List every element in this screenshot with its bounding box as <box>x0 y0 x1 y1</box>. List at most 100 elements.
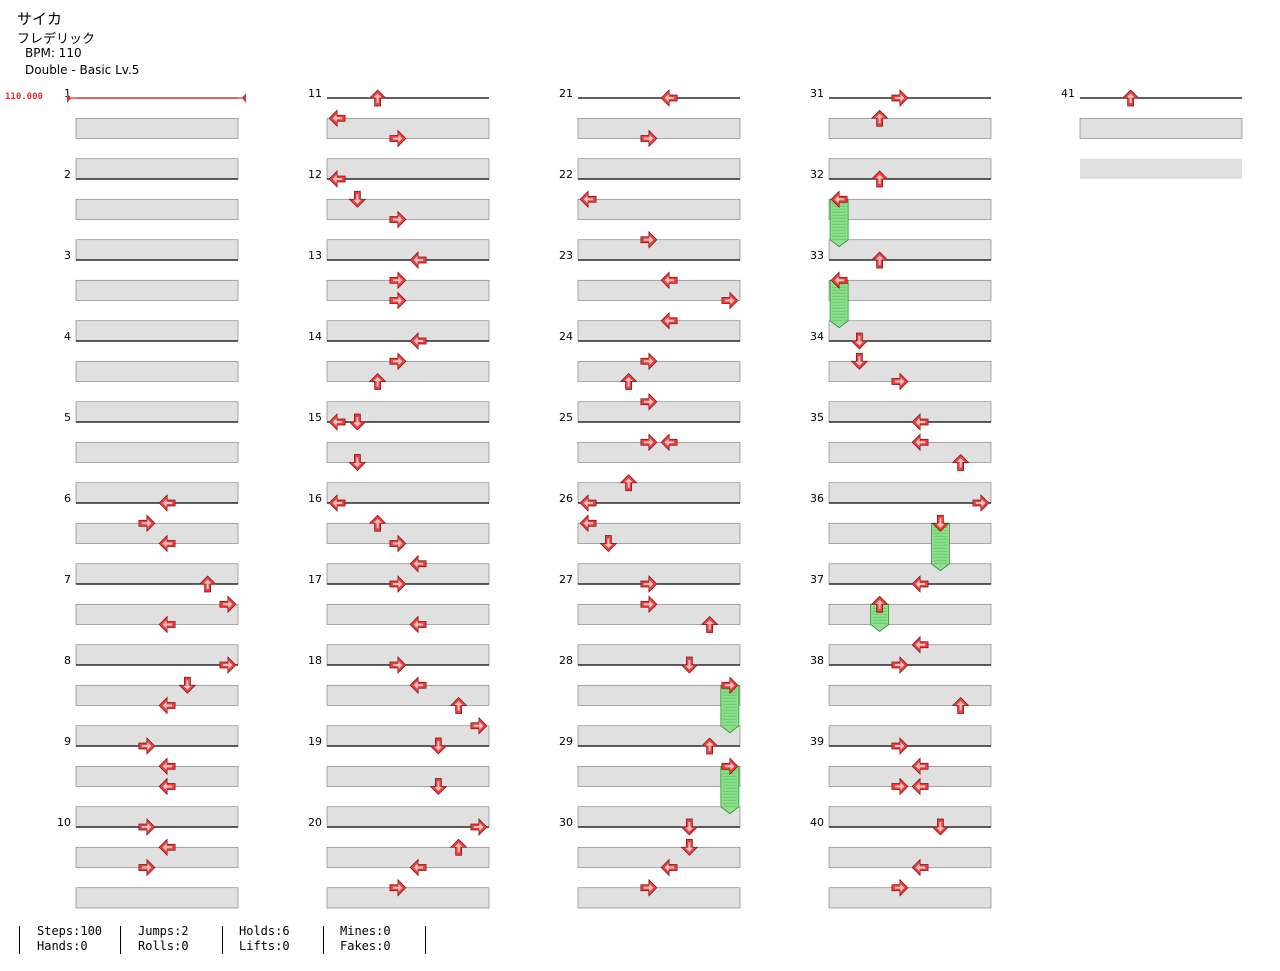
arrow-down-icon <box>680 818 699 836</box>
arrow-up-icon <box>368 89 387 107</box>
beat-band <box>577 603 741 625</box>
arrow-down-icon <box>931 514 950 532</box>
beat-band <box>577 725 741 747</box>
hold-note <box>930 522 950 572</box>
beat-band <box>326 644 490 666</box>
beat-band <box>75 684 239 706</box>
arrow-right-icon <box>640 392 658 411</box>
measure-number: 16 <box>308 492 322 505</box>
arrow-right-icon <box>640 575 658 593</box>
arrow-down-icon <box>680 838 699 856</box>
beat-band <box>75 846 239 868</box>
measure-number: 5 <box>64 411 71 424</box>
arrow-left-icon <box>158 696 176 715</box>
arrow-down-icon <box>850 332 869 350</box>
beat-band <box>75 482 239 504</box>
beat-band <box>1080 158 1242 179</box>
arrow-down-icon <box>931 818 950 836</box>
arrow-down-icon <box>348 190 367 208</box>
arrow-down-icon <box>178 676 197 694</box>
stat-hands: Hands:0 <box>37 939 88 953</box>
beat-band <box>326 522 490 544</box>
beat-band <box>326 846 490 868</box>
stat-steps: Steps:100 <box>37 924 103 938</box>
measure-number: 36 <box>810 492 824 505</box>
beat-band <box>577 806 741 828</box>
measure-number: 18 <box>308 654 322 667</box>
measure-number: 21 <box>559 87 573 100</box>
arrow-left-icon <box>409 554 427 573</box>
arrow-down-icon <box>680 656 699 674</box>
bpm-change-label: 110.000 <box>5 92 43 102</box>
arrow-right-icon <box>640 595 658 614</box>
measure-number: 14 <box>308 330 322 343</box>
beat-band <box>326 320 490 342</box>
beat-band <box>75 117 239 139</box>
stats-separator <box>222 926 223 954</box>
stat-jumps: Jumps:2 <box>138 924 189 938</box>
arrow-right-icon <box>389 656 407 674</box>
beat-band <box>828 563 992 585</box>
arrow-left-icon <box>660 89 678 107</box>
song-title: サイカ <box>17 10 63 28</box>
beat-band <box>577 360 741 382</box>
beat-band <box>828 239 992 261</box>
arrow-right-icon <box>389 271 407 290</box>
stats-separator <box>19 926 20 954</box>
arrow-left-icon <box>830 190 848 209</box>
beat-band <box>577 239 741 261</box>
arrow-up-icon <box>1121 89 1140 107</box>
beat-band <box>577 563 741 585</box>
beat-band <box>577 117 741 139</box>
arrow-up-icon <box>619 474 638 492</box>
measure-number: 34 <box>810 330 824 343</box>
beat-band <box>828 806 992 828</box>
beat-band <box>828 482 992 504</box>
measure-number: 15 <box>308 411 322 424</box>
beat-band <box>828 198 992 220</box>
arrow-up-icon <box>870 251 889 269</box>
measure-number: 9 <box>64 735 71 748</box>
measure-number: 17 <box>308 573 322 586</box>
beat-band <box>75 725 239 747</box>
stat-lifts: Lifts:0 <box>239 939 290 953</box>
hold-note <box>870 603 890 633</box>
measure-number: 4 <box>64 330 71 343</box>
measure-number: 1 <box>64 87 71 100</box>
arrow-down-icon <box>599 535 618 552</box>
arrow-right-icon <box>138 818 156 836</box>
beat-band <box>577 279 741 301</box>
measure-number: 8 <box>64 654 71 667</box>
beat-band <box>828 725 992 747</box>
beat-band <box>828 765 992 787</box>
beat-band <box>326 684 490 706</box>
arrow-down-icon <box>348 454 367 471</box>
arrow-down-icon <box>348 413 367 431</box>
beat-band <box>75 563 239 585</box>
measure-number: 26 <box>559 492 573 505</box>
arrow-left-icon <box>911 413 929 431</box>
measure-number: 19 <box>308 735 322 748</box>
beat-band <box>577 887 741 909</box>
measure-number: 20 <box>308 816 322 829</box>
bpm-line-start-icon <box>67 93 71 103</box>
arrow-up-icon <box>870 109 889 127</box>
arrow-down-icon <box>429 778 448 795</box>
arrow-left-icon <box>158 615 176 634</box>
difficulty-label: Double - Basic Lv.5 <box>25 63 140 77</box>
beat-band <box>75 320 239 342</box>
beat-band <box>75 158 239 180</box>
beat-band <box>577 846 741 868</box>
arrow-right-icon <box>138 737 156 755</box>
beat-band <box>326 563 490 585</box>
arrow-up-icon <box>870 170 889 188</box>
stats-separator <box>323 926 324 954</box>
arrow-left-icon <box>158 757 176 776</box>
beat-band <box>326 806 490 828</box>
measure-number: 13 <box>308 249 322 262</box>
arrow-right-icon <box>470 716 488 735</box>
song-artist: フレデリック <box>17 32 96 47</box>
beat-band <box>828 684 992 706</box>
measure-number: 12 <box>308 168 322 181</box>
measure-number: 10 <box>57 816 71 829</box>
